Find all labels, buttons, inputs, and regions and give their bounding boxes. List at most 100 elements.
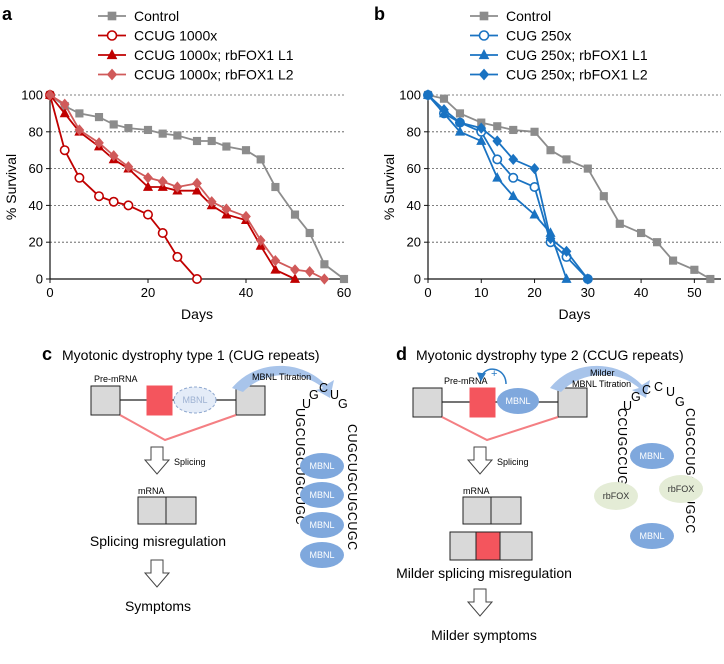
data-point xyxy=(270,255,281,267)
alt-exon-d xyxy=(469,387,496,418)
series-line xyxy=(49,94,296,280)
data-point xyxy=(157,175,168,188)
legend-entry: Control xyxy=(98,8,179,24)
y-tick-label: 100 xyxy=(21,88,43,103)
loop-d-g: G xyxy=(631,390,641,404)
plus-sign: + xyxy=(491,368,497,380)
x-tick-label: 40 xyxy=(634,285,648,300)
ccug-rbfox-2 xyxy=(659,475,703,503)
data-point xyxy=(108,150,119,162)
data-point xyxy=(94,137,104,149)
legend-label: CCUG 1000x; rbFOX1 L2 xyxy=(134,67,294,83)
y-axis-label: % Survival xyxy=(381,154,397,220)
y-tick-label: 60 xyxy=(407,161,421,176)
data-point xyxy=(304,266,315,278)
incl-exon-2 xyxy=(499,531,533,561)
y-tick-label: 80 xyxy=(29,124,43,139)
dm1-title: Myotonic dystrophy type 1 (CUG repeats) xyxy=(62,347,320,363)
panel-a: a Control CCUG 1000x CCUG 1000x; rbFOX1 L1… xyxy=(2,4,351,322)
mbnl-label-d: MBNL xyxy=(505,396,530,406)
legend-entry: CCUG 1000x; rbFOX1 L1 xyxy=(98,47,294,63)
data-point xyxy=(492,154,503,165)
data-point xyxy=(492,172,503,182)
data-point xyxy=(59,98,70,110)
x-tick-label: 60 xyxy=(337,285,351,300)
data-point xyxy=(530,127,539,136)
y-tick-label: 60 xyxy=(29,161,43,176)
data-point xyxy=(492,135,503,147)
x-axis-label: Days xyxy=(181,306,213,322)
ccug-mbnl-1 xyxy=(630,443,674,469)
exon-1-d xyxy=(412,387,443,418)
loop-d-g2: G xyxy=(675,395,685,409)
legend-marker xyxy=(478,30,490,41)
data-point xyxy=(108,196,119,207)
x-tick-label: 0 xyxy=(424,285,431,300)
data-point xyxy=(561,273,572,283)
data-point xyxy=(192,177,202,189)
legend-marker xyxy=(106,30,118,41)
legend-marker xyxy=(478,48,490,60)
mbnl-bound-1 xyxy=(300,453,344,479)
data-point xyxy=(172,251,183,262)
data-point xyxy=(615,219,624,228)
y-tick-label: 40 xyxy=(29,198,43,213)
series-2 xyxy=(422,89,572,283)
data-point xyxy=(529,208,540,219)
legend-b: Control CUG 250x CUG 250x; rbFOX1 L1 CUG 25… xyxy=(470,8,648,83)
titration-label-d1: Milder xyxy=(590,368,615,378)
data-point xyxy=(690,265,699,274)
data-point xyxy=(290,264,300,276)
legend-label: CUG 250x xyxy=(506,28,571,44)
titration-label-d2: MBNL Titration xyxy=(572,379,631,389)
data-point xyxy=(545,232,556,245)
data-point xyxy=(583,164,592,173)
mrna-d-exon-2 xyxy=(490,496,522,525)
y-tick-label: 40 xyxy=(407,198,421,213)
mbnl-bound-2-label: MBNL xyxy=(309,490,334,500)
loop-d-u: U xyxy=(623,399,633,413)
x-tick-label: 0 xyxy=(46,285,53,300)
incl-exon-1 xyxy=(449,531,477,561)
titration-label: MBNL Titration xyxy=(252,372,311,382)
data-point xyxy=(439,104,449,116)
loop-c: C xyxy=(319,381,329,395)
series-1 xyxy=(44,90,203,284)
series-3 xyxy=(423,89,593,285)
data-point xyxy=(546,146,555,155)
panel-label-d: d xyxy=(396,344,407,364)
milder-misregulation: Milder splicing misregulation xyxy=(396,565,572,581)
data-point xyxy=(319,273,330,285)
ccug-mbnl-2 xyxy=(630,523,674,549)
mbnl-d xyxy=(497,388,539,414)
legend-label: Control xyxy=(506,8,551,24)
x-tick-label: 20 xyxy=(527,285,541,300)
ccug-seq-right: CUGCCUGCCUGCC xyxy=(683,408,697,534)
pre-mrna-label: Pre-mRNA xyxy=(94,374,138,384)
series-3 xyxy=(45,89,330,285)
panel-label-b: b xyxy=(374,4,385,24)
exon-2-d xyxy=(557,387,588,418)
mbnl-bound-3 xyxy=(300,512,344,538)
data-point xyxy=(59,107,70,118)
data-point xyxy=(290,210,300,219)
loop-g2: G xyxy=(338,397,348,411)
legend-marker xyxy=(106,48,118,60)
alt-exon xyxy=(146,385,173,416)
data-point xyxy=(173,131,182,140)
data-point xyxy=(94,191,105,202)
ccug-mbnl-2-label: MBNL xyxy=(639,531,664,541)
skipping-line-d xyxy=(441,416,559,442)
data-point xyxy=(221,203,232,215)
loop-d-c2: C xyxy=(654,380,664,394)
loop-d-c1: C xyxy=(642,383,652,397)
data-point xyxy=(192,136,202,146)
data-point xyxy=(508,153,519,165)
data-point xyxy=(123,161,134,173)
data-point xyxy=(454,126,465,136)
mbnl-label: MBNL xyxy=(182,395,207,405)
x-tick-label: 20 xyxy=(141,285,155,300)
mbnl-bound-3-label: MBNL xyxy=(309,520,334,530)
data-point xyxy=(124,124,133,133)
